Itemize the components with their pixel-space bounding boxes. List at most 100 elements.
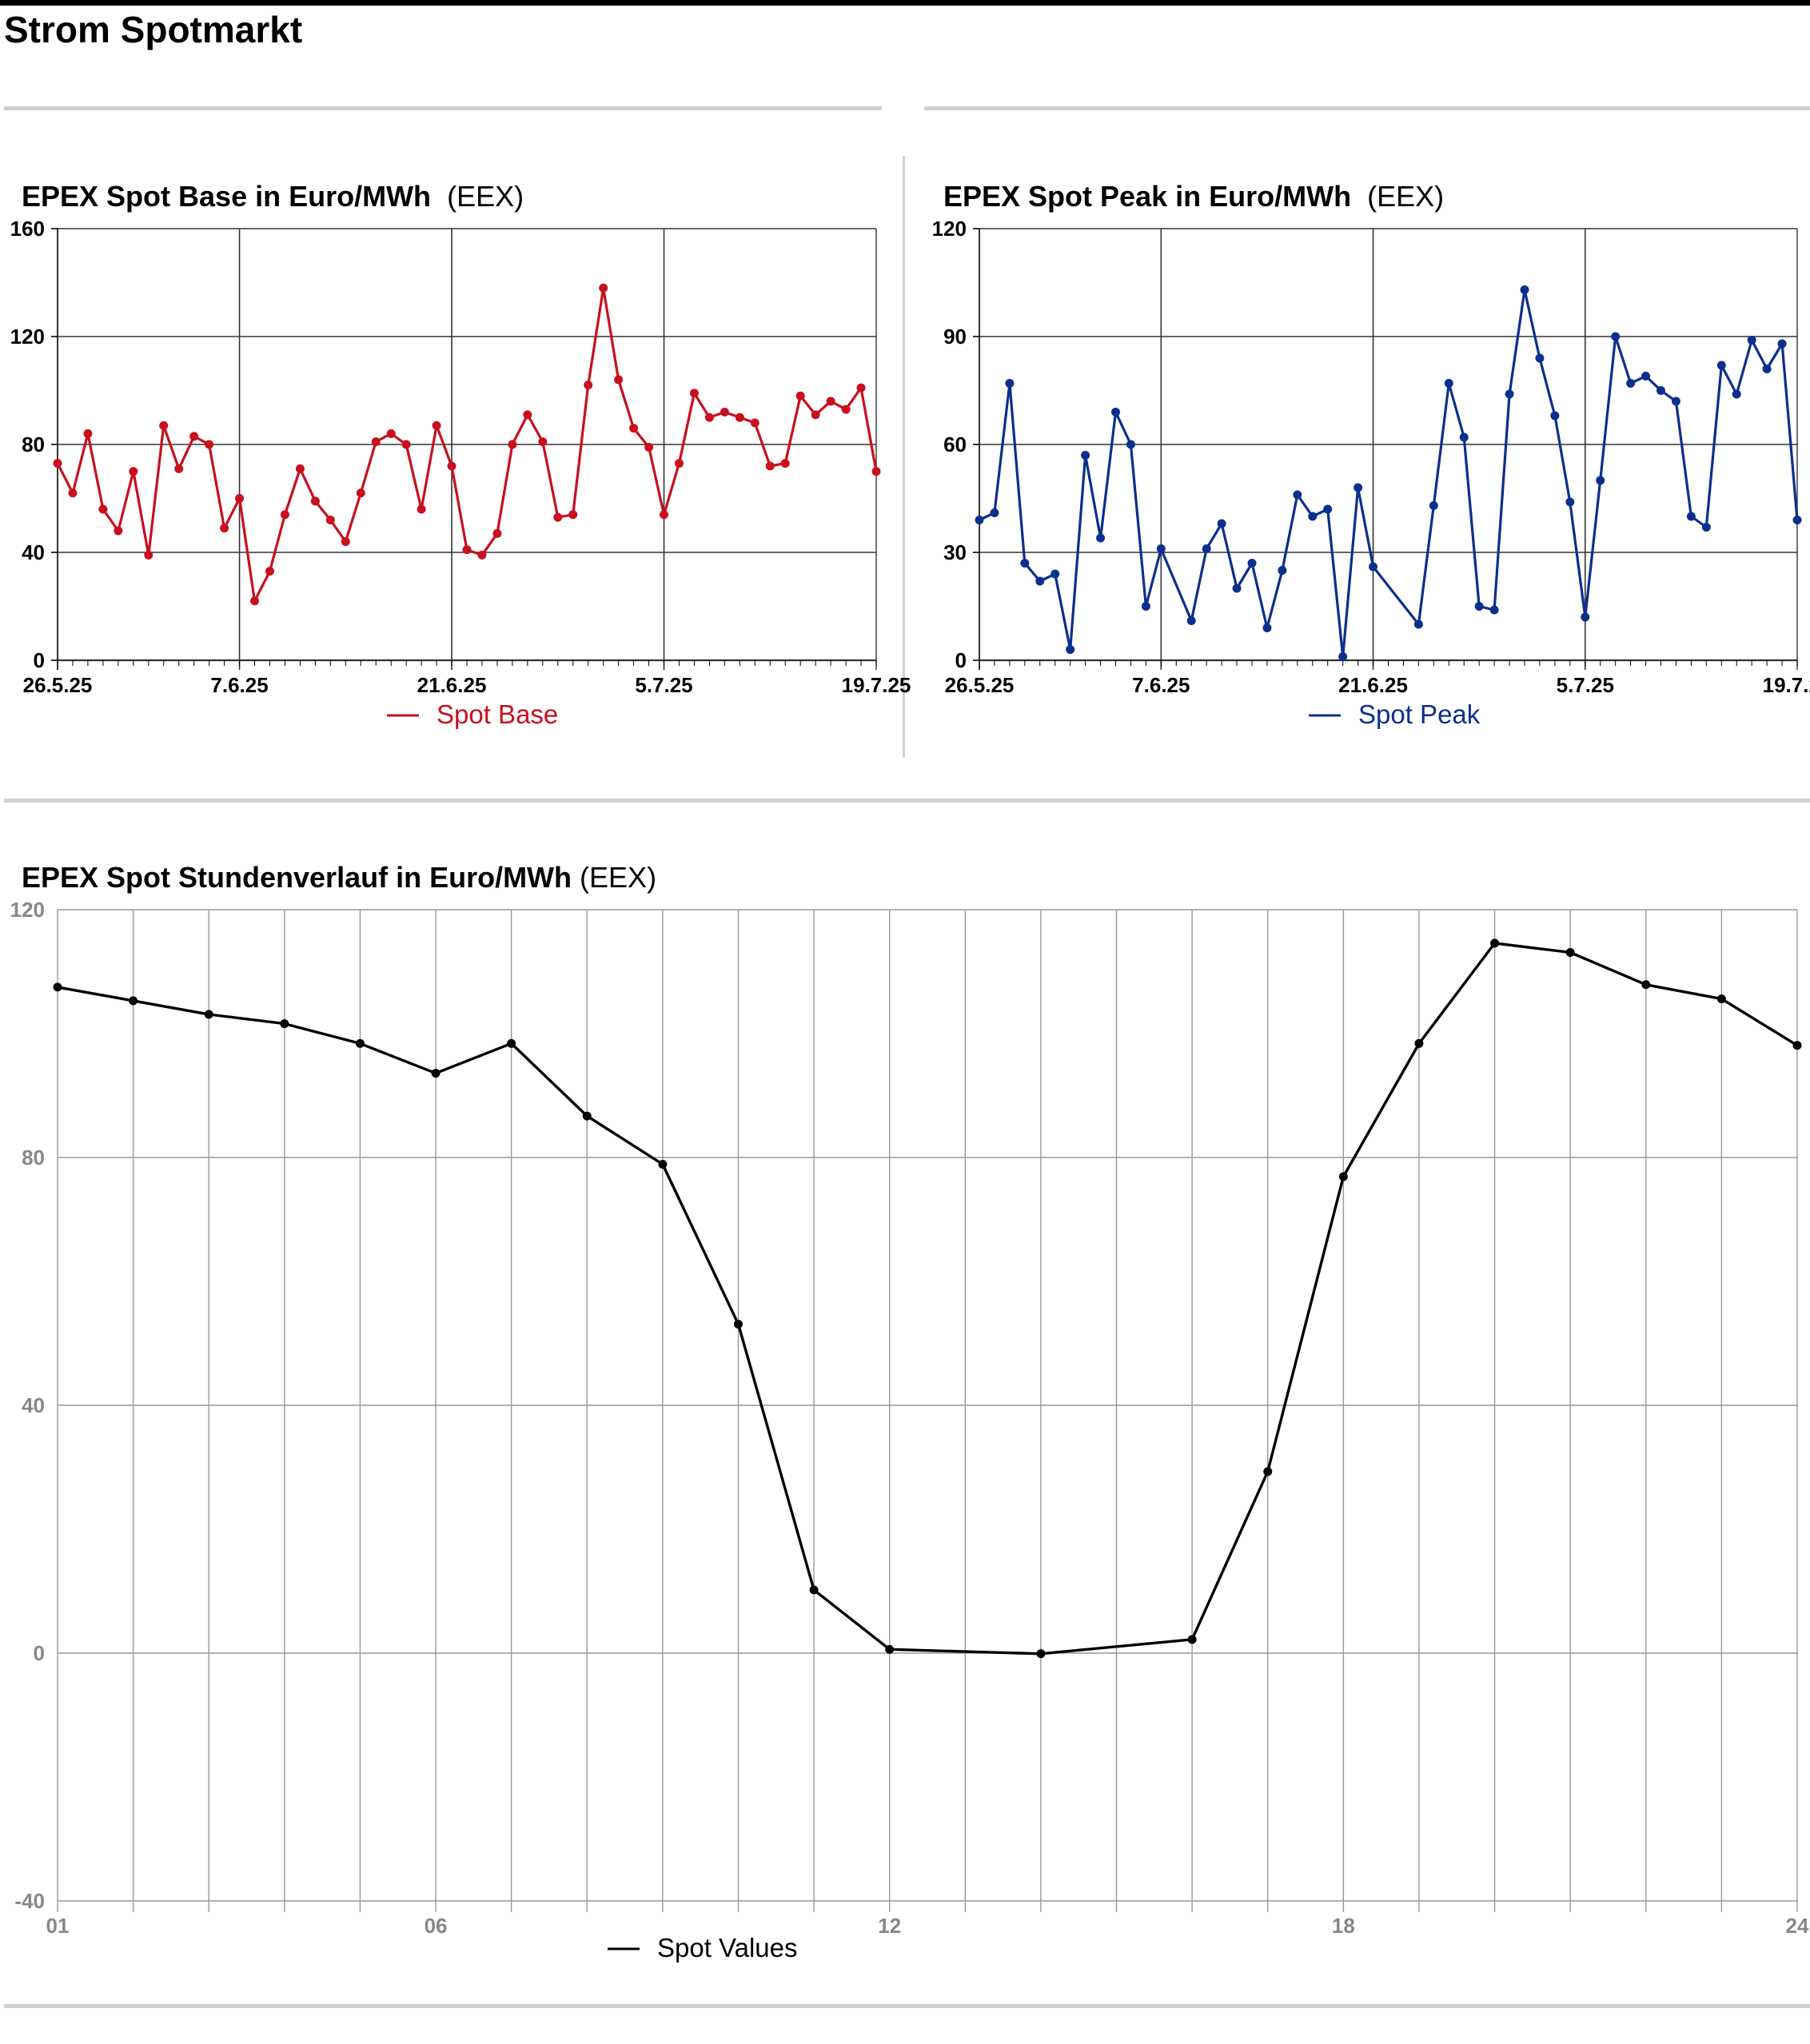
peak-data-point xyxy=(1657,386,1665,395)
peak-data-point xyxy=(1096,533,1106,543)
peak-data-point xyxy=(1156,544,1166,553)
base-ytick-label: 40 xyxy=(22,540,45,564)
base-data-point xyxy=(144,550,153,560)
peak-data-point xyxy=(1444,379,1453,388)
peak-xtick-label: 7.6.25 xyxy=(1132,673,1190,697)
hourly-data-point xyxy=(885,1644,895,1654)
base-data-point xyxy=(401,440,411,449)
base-data-point xyxy=(250,596,260,606)
peak-data-point xyxy=(1081,451,1090,460)
peak-data-point xyxy=(1641,372,1651,381)
base-ytick-label: 0 xyxy=(34,648,45,672)
base-data-point xyxy=(371,437,381,447)
peak-data-point xyxy=(1429,501,1438,510)
hourly-chart-title: EPEX Spot Stundenverlauf in Euro/MWh (EE… xyxy=(22,861,656,894)
hourly-chart-source: (EEX) xyxy=(580,861,657,894)
hourly-data-point xyxy=(431,1069,441,1078)
base-data-point xyxy=(614,375,624,384)
peak-data-point xyxy=(1792,516,1802,524)
peak-data-point xyxy=(1111,408,1120,416)
divider-vertical xyxy=(903,156,905,757)
base-chart-title: EPEX Spot Base in Euro/MWh (EEX) xyxy=(22,180,524,213)
peak-data-point xyxy=(1581,612,1590,622)
peak-chart: 0 30 60 90 120 26.5.25 7.6.25 21.6.25 5.7.25 19.7… xyxy=(932,217,1810,729)
base-data-point xyxy=(856,383,866,392)
divider-top-left xyxy=(4,106,882,110)
base-data-point xyxy=(704,412,714,422)
base-data-point xyxy=(629,424,639,433)
peak-data-point xyxy=(1520,285,1529,294)
base-chart-source: (EEX) xyxy=(447,180,524,213)
peak-data-point xyxy=(1535,353,1545,363)
peak-data-point xyxy=(1005,379,1015,388)
base-data-point xyxy=(553,512,563,522)
base-data-point xyxy=(432,420,441,430)
peak-data-point xyxy=(1066,645,1075,654)
base-data-point xyxy=(220,524,229,533)
hourly-data-point xyxy=(1490,938,1500,948)
peak-data-point xyxy=(1611,332,1621,341)
base-data-point xyxy=(477,550,487,560)
hourly-data-point xyxy=(1414,1038,1424,1048)
peak-data-point xyxy=(1202,544,1211,553)
base-data-point xyxy=(447,461,456,471)
hourly-data-point xyxy=(1792,1041,1802,1050)
base-xtick-label: 7.6.25 xyxy=(210,673,268,697)
peak-data-point xyxy=(1186,616,1196,625)
hourly-data-point xyxy=(1641,980,1651,990)
page-title: Strom Spotmarkt xyxy=(4,9,303,50)
base-data-point xyxy=(735,412,744,422)
peak-data-point xyxy=(1413,620,1423,629)
top-rule xyxy=(0,0,1810,6)
base-ytick-label: 80 xyxy=(22,432,45,456)
base-data-point xyxy=(174,464,184,473)
base-data-point xyxy=(750,418,759,428)
divider-middle xyxy=(4,799,1810,803)
hourly-xtick-label: 24 xyxy=(1786,1914,1809,1938)
peak-data-point xyxy=(1474,602,1484,611)
base-data-point xyxy=(356,488,365,498)
hourly-data-point xyxy=(582,1111,592,1121)
peak-data-point xyxy=(1262,624,1272,632)
hourly-xtick-label: 12 xyxy=(878,1914,901,1938)
peak-data-point xyxy=(1354,483,1363,492)
hourly-ytick-label: 40 xyxy=(22,1393,45,1417)
base-ytick-label: 120 xyxy=(10,325,45,349)
peak-xtick-label: 26.5.25 xyxy=(945,673,1015,697)
base-data-point xyxy=(811,410,820,420)
base-data-point xyxy=(53,459,62,468)
base-data-point xyxy=(83,429,93,438)
peak-data-point xyxy=(1762,365,1772,373)
hourly-data-point xyxy=(1565,947,1575,957)
hourly-ytick-label: 0 xyxy=(34,1641,45,1665)
base-data-point xyxy=(508,440,517,449)
peak-data-point xyxy=(1747,336,1756,345)
base-data-point xyxy=(826,396,835,406)
peak-series-line xyxy=(979,288,1799,659)
base-data-point xyxy=(780,459,790,468)
base-ytick-label: 160 xyxy=(10,217,45,241)
peak-ytick-label: 90 xyxy=(943,325,967,349)
base-data-point xyxy=(341,537,350,546)
hourly-data-point xyxy=(53,982,62,992)
hourly-data-point xyxy=(658,1160,668,1169)
base-data-point xyxy=(660,510,669,520)
base-data-point xyxy=(584,381,593,390)
peak-data-point xyxy=(975,516,984,524)
base-data-point xyxy=(189,432,199,441)
peak-data-point xyxy=(1732,389,1741,399)
peak-legend-label: Spot Peak xyxy=(1358,699,1481,729)
peak-data-point xyxy=(1459,432,1469,442)
base-chart-title-text: EPEX Spot Base in Euro/MWh xyxy=(22,180,432,213)
peak-data-point xyxy=(1565,497,1575,507)
base-data-point xyxy=(98,504,108,514)
hourly-data-point xyxy=(1338,1172,1348,1181)
hourly-data-point xyxy=(1036,1649,1046,1659)
peak-data-point xyxy=(1671,396,1680,406)
base-data-point xyxy=(523,410,532,420)
base-data-point xyxy=(417,504,426,514)
hourly-chart-title-text: EPEX Spot Stundenverlauf in Euro/MWh xyxy=(22,861,572,894)
base-data-point xyxy=(568,510,578,520)
hourly-data-point xyxy=(355,1038,365,1048)
